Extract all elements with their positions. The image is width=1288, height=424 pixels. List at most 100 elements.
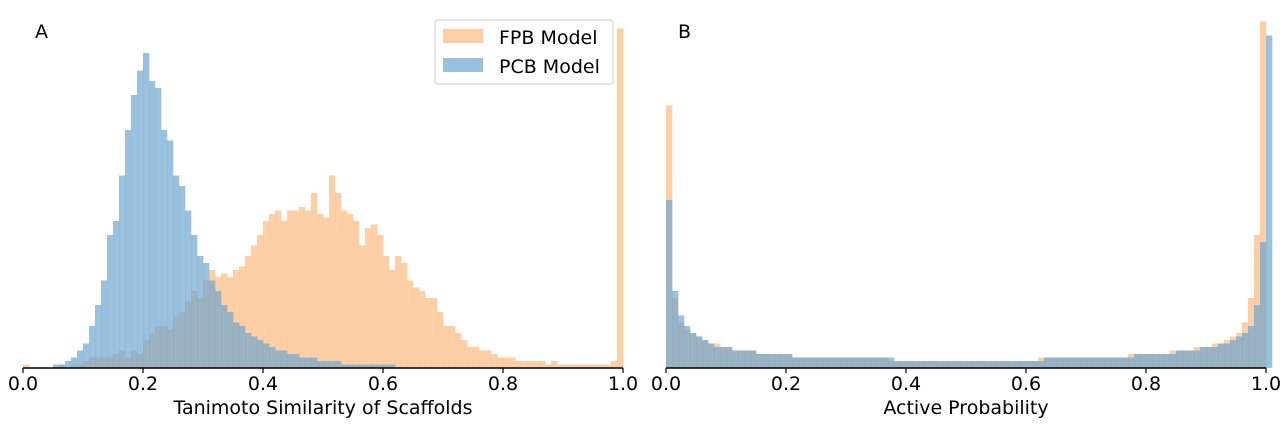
panel-b-x-tick-label: 0.8 — [1131, 373, 1161, 395]
panel-a-fpb-bar — [281, 221, 288, 368]
panel-a-fpb-bar — [527, 361, 534, 368]
panel-b-pcb-bar — [960, 361, 967, 368]
panel-a-fpb-bar — [239, 266, 246, 368]
panel-b-pcb-bar — [756, 354, 763, 368]
panel-b-pcb-bar — [840, 357, 847, 368]
panel-b-pcb-bar — [834, 357, 841, 368]
panel-a-fpb-bar — [605, 364, 612, 368]
panel-a-pcb-bar — [317, 361, 324, 368]
panel-b-histogram: 0.0 0.2 0.4 0.6 0.8 1.0 Active Probability B — [651, 21, 1281, 419]
panel-b-pcb-bar — [822, 357, 829, 368]
panel-b-pcb-bar — [1026, 361, 1033, 368]
panel-b-pcb-bar — [984, 361, 991, 368]
panel-b-pcb-bar — [1068, 357, 1075, 368]
panel-b-pcb-bar — [810, 357, 817, 368]
panel-a-pcb-bar — [269, 347, 276, 368]
panel-a-fpb-bar — [305, 210, 312, 368]
panel-b-pcb-bar — [846, 357, 853, 368]
panel-a-pcb-bar — [125, 130, 132, 368]
panel-a-x-tick-label: 0.0 — [8, 373, 38, 395]
panel-b-x-axis-label: Active Probability — [883, 397, 1048, 419]
panel-a-fpb-bar — [353, 221, 360, 368]
panel-a-pcb-bar — [263, 343, 270, 368]
panel-a-fpb-bar — [419, 291, 426, 368]
panel-a-pcb-bar — [59, 364, 66, 368]
panel-a-pcb-bar — [161, 130, 168, 368]
panel-b-pcb-bar — [1092, 357, 1099, 368]
panel-b-pcb-bar — [1032, 361, 1039, 368]
panel-b-pcb-bar — [900, 361, 907, 368]
panel-b-pcb-bar — [804, 357, 811, 368]
panel-a-pcb-bar — [191, 235, 198, 368]
panel-a-fpb-bar — [407, 280, 414, 368]
panel-b-pcb-bar — [666, 200, 673, 368]
panel-a-pcb-bar — [197, 256, 204, 368]
legend-swatch-pcb — [443, 58, 483, 72]
panel-b-pcb-bar — [1140, 354, 1147, 368]
panel-a-pcb-bar — [371, 364, 378, 368]
panel-a-pcb-bar — [287, 354, 294, 368]
panel-a-fpb-bar — [383, 256, 390, 368]
panel-b-pcb-bar — [948, 361, 955, 368]
panel-a-pcb-bar — [83, 343, 90, 368]
panel-a-pcb-bar — [293, 354, 300, 368]
panel-b-pcb-bar — [1116, 357, 1123, 368]
panel-a-pcb-bar — [377, 364, 384, 368]
panel-b-pcb-bar — [1158, 354, 1165, 368]
panel-b-pcb-bar — [684, 326, 691, 368]
panel-b-pcb-bar — [1008, 361, 1015, 368]
panel-a-pcb-bar — [209, 280, 216, 368]
panel-a-fpb-bar — [539, 361, 546, 368]
panel-b-pcb-bar — [1176, 350, 1183, 368]
panel-a-pcb-bar — [143, 53, 150, 368]
panel-a-fpb-bar — [473, 347, 480, 368]
panel-a-pcb-bar — [221, 305, 228, 368]
panel-a-fpb-bar — [491, 354, 498, 368]
panel-a-fpb-bar — [311, 193, 318, 368]
panel-b-x-tick-label: 0.6 — [1011, 373, 1041, 395]
panel-b-fpb-bar — [1254, 235, 1261, 368]
panel-a-fpb-bar — [395, 256, 402, 368]
panel-b-x-tick-label: 1.0 — [1251, 373, 1281, 395]
panel-b-pcb-bar — [690, 333, 697, 368]
panel-b-pcb-bar — [858, 357, 865, 368]
panel-a-fpb-bar — [275, 210, 282, 368]
panel-b-pcb-bar — [1164, 354, 1171, 368]
panel-b-pcb-bar — [1080, 357, 1087, 368]
panel-a-pcb-bar — [323, 361, 330, 368]
panel-a-fpb-bar — [497, 357, 504, 368]
panel-a-fpb-bar — [551, 361, 558, 368]
panel-a-fpb-bar — [413, 287, 420, 368]
panel-a-pcb-bar — [239, 326, 246, 368]
panel-b-pcb-bar — [762, 354, 769, 368]
panel-a-fpb-bar — [479, 350, 486, 368]
panel-b-pcb-bar — [1122, 357, 1129, 368]
panel-a-fpb-bar — [467, 347, 474, 368]
panel-a-fpb-bar — [443, 326, 450, 368]
panel-b-pcb-bar — [1254, 305, 1261, 368]
panel-b-pcb-bar — [852, 357, 859, 368]
panel-a-pcb-bar — [335, 361, 342, 368]
panel-b-pcb-bar — [912, 361, 919, 368]
panel-b-pcb-bar — [1110, 357, 1117, 368]
panel-b-pcb-bar — [1050, 357, 1057, 368]
panel-a-fpb-bar — [533, 361, 540, 368]
panel-a-fpb-bar — [287, 210, 294, 368]
panel-b-pcb-bar — [918, 361, 925, 368]
panel-a-x-axis-label: Tanimoto Similarity of Scaffolds — [173, 397, 473, 419]
panel-b-pcb-bar — [828, 357, 835, 368]
panel-a-fpb-bar — [401, 263, 408, 368]
panel-b-pcb-bar — [930, 361, 937, 368]
panel-b-pcb-bar — [1266, 35, 1273, 368]
panel-b-pcb-bar — [990, 361, 997, 368]
panel-a-pcb-bar — [65, 361, 72, 368]
panel-b-pcb-bar — [1236, 336, 1243, 368]
panel-a-pcb-bar — [101, 280, 108, 368]
panel-a-bars — [23, 28, 624, 368]
panel-a-pcb-bar — [131, 95, 138, 368]
panel-a-fpb-bar — [233, 270, 240, 368]
panel-b-pcb-bar — [1188, 350, 1195, 368]
panel-a-pcb-bar — [359, 364, 366, 368]
panel-a-pcb-bar — [179, 186, 186, 368]
panel-a-label: A — [35, 21, 48, 43]
